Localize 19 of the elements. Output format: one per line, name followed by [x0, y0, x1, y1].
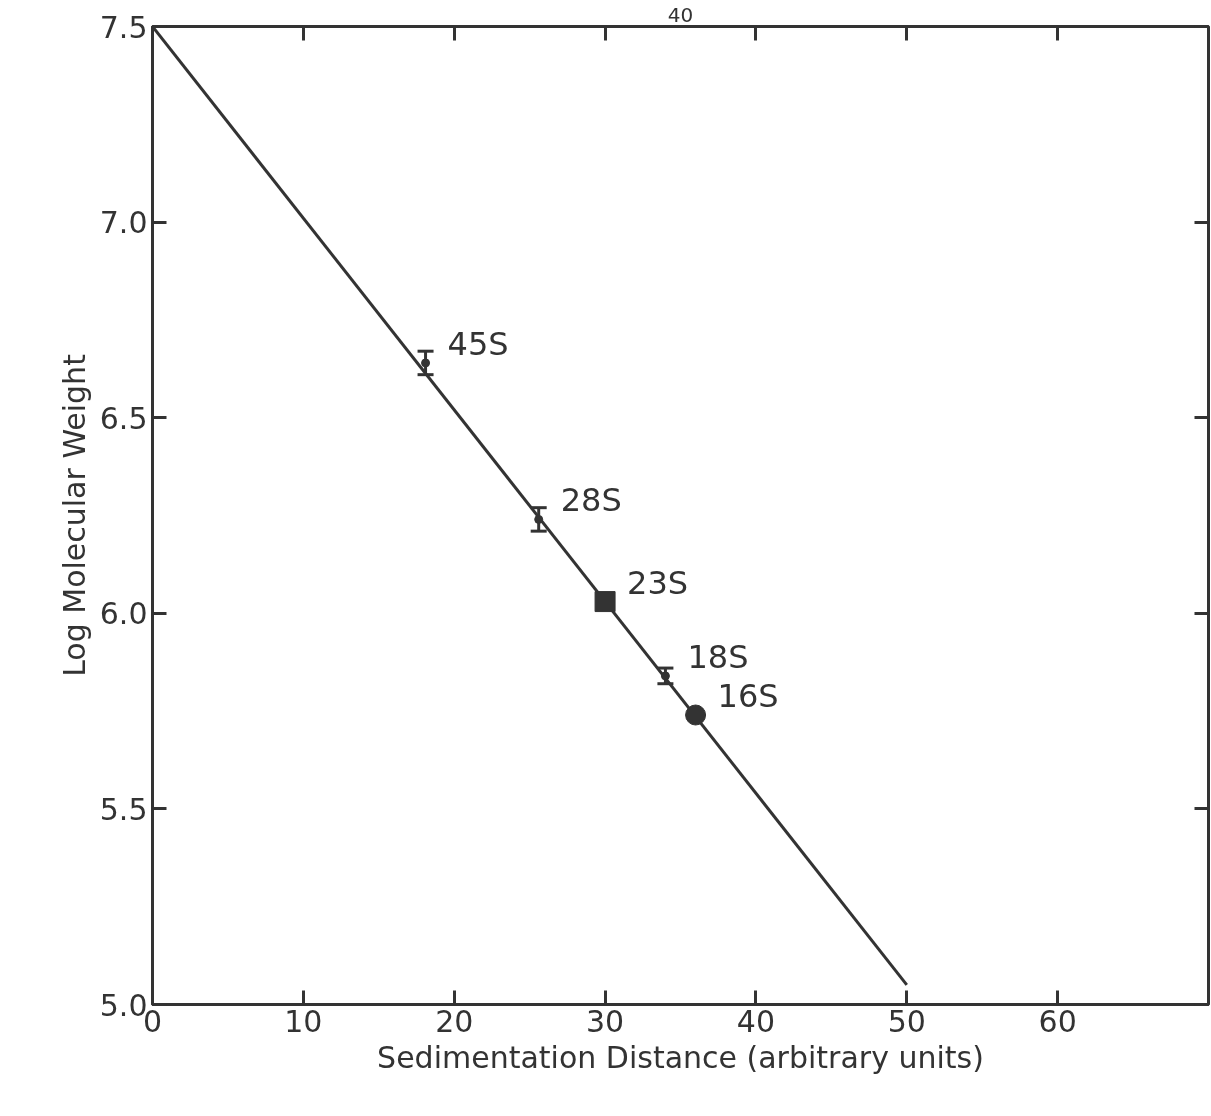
x-axis-title: Sedimentation Distance (arbitrary units)	[377, 1039, 984, 1075]
text: 40	[667, 2, 694, 27]
x-tick-label: 60	[1038, 1003, 1077, 1039]
x-tick-label: 10	[284, 1003, 323, 1039]
x-tick-label: 20	[435, 1003, 474, 1039]
x-tick-label: 50	[887, 1003, 926, 1039]
x-tick-label: 30	[585, 1003, 625, 1039]
y-tick-label: 7.0	[99, 205, 148, 241]
y-tick-label: 5.5	[99, 791, 148, 827]
annotation: 16S	[717, 677, 779, 716]
x-tick-label: 40	[736, 1003, 776, 1039]
annotation: 18S	[687, 637, 749, 676]
annotation: 23S	[627, 563, 689, 602]
y-tick-label: 7.5	[99, 9, 148, 45]
annotation: 28S	[560, 481, 622, 520]
y-axis-title: Log Molecular Weight	[56, 353, 92, 677]
annotation: 45S	[447, 324, 509, 363]
y-tick-label: 6.5	[99, 400, 148, 436]
y-tick-label: 6.0	[99, 596, 148, 632]
